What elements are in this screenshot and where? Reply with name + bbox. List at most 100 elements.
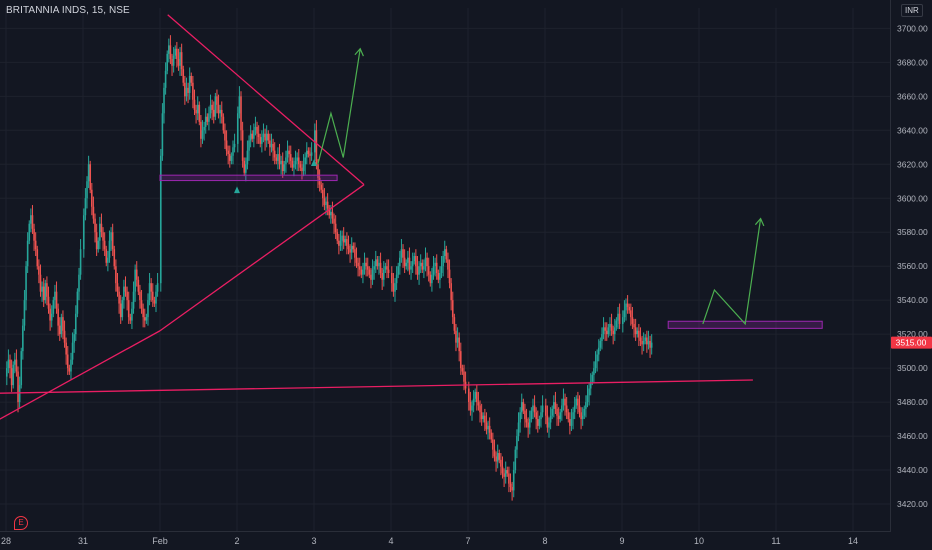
candle-body [224, 130, 226, 141]
candle-body [278, 154, 281, 165]
candle-body [219, 109, 221, 114]
trendline [167, 14, 365, 186]
candle-body [14, 359, 16, 365]
candle-body [394, 283, 396, 292]
candle-body [172, 55, 175, 66]
candle-body [55, 291, 58, 309]
y-tick-label: 3600.00 [897, 193, 928, 203]
candle-body [578, 405, 581, 413]
candle-body [617, 313, 619, 321]
candle-body [630, 310, 632, 318]
candle-body [237, 113, 239, 144]
last-price-label: 3515.00 [896, 338, 927, 348]
candle-body [434, 262, 436, 267]
candle-body [214, 96, 217, 117]
candle-body [378, 262, 380, 267]
time-axis-divider [0, 531, 890, 532]
candle-body [46, 283, 48, 297]
candle-body [634, 327, 637, 335]
candle-body [538, 419, 541, 426]
candle-body [355, 257, 358, 263]
candle-body [49, 308, 51, 321]
candle-body [451, 300, 454, 318]
candle-body [71, 342, 74, 360]
candle-body [142, 308, 144, 318]
candle-body [119, 303, 122, 318]
candle-body [135, 269, 138, 280]
candle-body [148, 283, 151, 301]
candle-body [622, 317, 624, 324]
candle-body [533, 405, 536, 413]
candle-body [97, 240, 100, 250]
candle-body [376, 259, 379, 267]
candle-body [305, 150, 308, 158]
x-tick-label: 10 [694, 536, 704, 546]
candle-body [435, 262, 438, 273]
candle-body [204, 116, 207, 127]
candle-body [281, 160, 284, 172]
candle-body [602, 327, 605, 335]
candle-body [251, 133, 254, 139]
y-tick-label: 3540.00 [897, 295, 928, 305]
candle-body [233, 143, 236, 148]
candle-body [476, 391, 478, 403]
candle-body [115, 266, 117, 284]
candle-body [373, 266, 375, 270]
y-tick-label: 3700.00 [897, 23, 928, 33]
candle-body [336, 232, 339, 241]
candle-body [196, 104, 199, 114]
symbol-label[interactable]: BRITANNIA INDS, 15, NSE [6, 5, 130, 16]
candle-body [546, 415, 549, 428]
candle-body [455, 330, 457, 343]
candle-body [567, 412, 570, 420]
candle-body [304, 157, 306, 165]
candle-body [211, 104, 213, 110]
trendline [159, 184, 365, 332]
candle-body [650, 342, 653, 348]
candle-body [633, 323, 635, 328]
candle-body [419, 262, 422, 267]
candle-body [551, 408, 554, 416]
candle-body [179, 52, 181, 66]
candle-body [384, 266, 387, 270]
candle-body [129, 317, 132, 321]
candle-body [399, 257, 401, 267]
candle-body [344, 239, 347, 243]
candle-body [363, 262, 366, 270]
candle-body [424, 257, 427, 267]
candle-body [291, 160, 294, 168]
candle-body [591, 374, 594, 382]
candle-body [498, 453, 501, 460]
candle-body [326, 201, 329, 209]
candle-body [139, 291, 141, 301]
earnings-badge-icon[interactable]: E [14, 516, 28, 530]
candle-body [187, 87, 189, 93]
candle-body [288, 150, 290, 155]
candle-body [184, 82, 186, 97]
candle-body [23, 300, 26, 326]
currency-label[interactable]: INR [901, 4, 923, 17]
candle-body [391, 272, 393, 284]
candle-body [599, 340, 602, 348]
candle-body [407, 257, 409, 263]
candle-body [597, 347, 600, 355]
trendline [0, 330, 161, 420]
candle-body [42, 286, 45, 301]
candle-body [559, 412, 562, 420]
candle-body [423, 266, 425, 270]
y-tick-label: 3580.00 [897, 227, 928, 237]
x-tick-label: 9 [619, 536, 624, 546]
candle-body [443, 249, 446, 257]
candle-body [588, 388, 590, 396]
candle-body [33, 228, 35, 241]
candle-body [272, 143, 274, 151]
candle-body [330, 211, 332, 216]
candle-body [132, 291, 135, 309]
x-tick-label: Feb [152, 536, 168, 546]
candle-body [25, 266, 27, 301]
candle-body [379, 262, 382, 273]
candle-body [429, 274, 432, 284]
candle-body [70, 359, 72, 372]
